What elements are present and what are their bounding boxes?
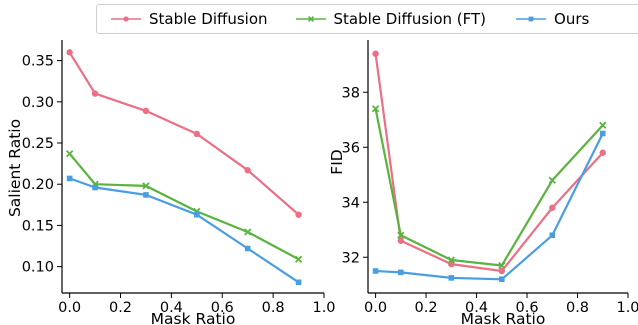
series-line-stable-diffusion-ft [374, 108, 604, 267]
data-point-ours [448, 275, 455, 281]
data-point-ours [372, 268, 379, 274]
x-tick-label: 0.2 [415, 300, 438, 316]
y-tick-label: 0.35 [22, 54, 54, 70]
y-tick-label: 0.25 [22, 136, 54, 152]
chart-legend: Stable Diffusion Stable Diffusion (FT) O… [96, 4, 638, 34]
y-tick-label: 0.20 [22, 177, 54, 193]
x-tick-label: 0.8 [566, 300, 589, 316]
y-tick-label: 34 [342, 195, 360, 211]
data-point-stable-diffusion-ft [65, 150, 74, 158]
x-tick-label: 1.0 [312, 300, 335, 316]
y-tick-label: 0.30 [22, 95, 54, 111]
x-tick-label: 0.6 [211, 300, 234, 316]
data-point-ours [194, 211, 200, 218]
y-tick-label: 0.10 [22, 260, 54, 276]
legend-label-ours: Ours [554, 10, 590, 28]
data-point-stable-diffusion-ft [294, 255, 303, 263]
x-tick-label: 0.4 [160, 300, 183, 316]
y-axis-label: Salient Ratio [6, 119, 24, 217]
legend-label-stable-diffusion: Stable Diffusion [149, 10, 268, 28]
data-point-ours [66, 175, 73, 182]
y-axis-label: FID [328, 149, 346, 174]
data-point-stable-diffusion [397, 237, 405, 244]
legend-swatch-stable-diffusion-ft [295, 16, 326, 22]
x-axis-label: Mask Ratio [151, 310, 236, 325]
data-point-stable-diffusion-ft [397, 231, 405, 239]
data-point-stable-diffusion [142, 107, 150, 115]
data-point-ours [295, 279, 302, 286]
legend-swatch-ours [516, 16, 547, 22]
data-point-ours [599, 130, 606, 137]
y-tick-label: 0.15 [22, 218, 54, 234]
data-point-stable-diffusion [295, 211, 302, 218]
data-point-stable-diffusion [549, 204, 556, 211]
x-tick-label: 1.0 [616, 300, 638, 316]
chart-panel-left: 0.0 0.2 0.4 0.6 0.8 1.0 0.10 0.15 0.20 0.25 0.30 0.… [6, 40, 336, 325]
x-tick-label: 0.0 [364, 300, 387, 316]
series-line-ours [375, 133, 604, 281]
data-point-stable-diffusion-ft [548, 176, 556, 184]
legend-label-stable-diffusion-ft: Stable Diffusion (FT) [333, 10, 487, 28]
data-point-stable-diffusion-ft [244, 228, 252, 236]
data-point-ours [143, 192, 149, 198]
data-point-stable-diffusion-ft [498, 261, 506, 270]
series-line-stable-diffusion [68, 51, 300, 216]
legend-item-stable-diffusion-ft: Stable Diffusion (FT) [295, 10, 487, 28]
x-tick-label: 0.4 [465, 300, 488, 316]
data-point-stable-diffusion [599, 149, 606, 156]
data-point-stable-diffusion-ft [371, 105, 380, 113]
data-point-ours [549, 232, 556, 239]
series-line-ours [69, 177, 300, 284]
data-point-stable-diffusion-ft [447, 256, 455, 264]
y-tick-label: 38 [342, 85, 360, 101]
data-point-ours [92, 184, 98, 191]
x-tick-label: 0.8 [262, 300, 285, 316]
data-point-ours [498, 276, 505, 283]
data-point-stable-diffusion [498, 267, 505, 275]
legend-item-ours: Ours [516, 10, 589, 28]
data-point-stable-diffusion [91, 90, 99, 97]
data-point-stable-diffusion [193, 130, 201, 138]
x-tick-label: 0.6 [515, 300, 538, 316]
x-tick-label: 0.0 [58, 300, 81, 316]
data-point-stable-diffusion-ft [142, 182, 150, 190]
data-point-ours [244, 245, 251, 252]
legend-item-stable-diffusion: Stable Diffusion [111, 10, 268, 28]
data-point-stable-diffusion [244, 167, 251, 174]
y-tick-label: 36 [342, 140, 360, 156]
x-axis-label: Mask Ratio [461, 310, 546, 325]
data-point-stable-diffusion [66, 49, 73, 56]
y-tick-label: 32 [342, 250, 360, 266]
data-point-stable-diffusion-ft [599, 121, 607, 129]
series-line-stable-diffusion-ft [68, 152, 300, 261]
data-point-stable-diffusion [372, 50, 379, 57]
legend-swatch-stable-diffusion [111, 16, 141, 22]
data-point-ours [398, 269, 404, 276]
chart-panel-right: 0.0 0.2 0.4 0.6 0.8 1.0 32 34 36 38 Mask Ratio FID [328, 40, 638, 325]
x-tick-label: 0.2 [109, 300, 132, 316]
